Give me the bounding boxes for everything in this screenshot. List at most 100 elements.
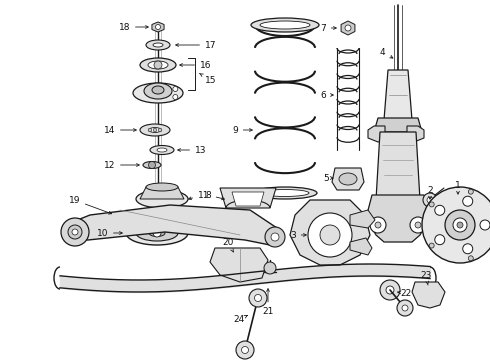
Text: 7: 7 xyxy=(320,23,336,32)
Circle shape xyxy=(415,222,421,228)
Text: 6: 6 xyxy=(320,90,333,99)
Ellipse shape xyxy=(261,189,309,197)
Circle shape xyxy=(402,305,408,311)
Circle shape xyxy=(453,218,467,232)
Text: 3: 3 xyxy=(290,230,306,239)
Ellipse shape xyxy=(146,183,178,191)
Circle shape xyxy=(271,233,279,241)
Polygon shape xyxy=(376,132,420,200)
Text: 1: 1 xyxy=(455,180,461,194)
Polygon shape xyxy=(412,282,445,308)
Circle shape xyxy=(148,128,152,132)
Polygon shape xyxy=(140,187,184,199)
Circle shape xyxy=(375,222,381,228)
Ellipse shape xyxy=(339,173,357,185)
Circle shape xyxy=(155,24,161,30)
Text: 18: 18 xyxy=(119,23,148,32)
Circle shape xyxy=(61,218,89,246)
Polygon shape xyxy=(232,192,264,206)
Circle shape xyxy=(445,210,475,240)
Ellipse shape xyxy=(260,21,310,29)
Text: 2: 2 xyxy=(427,185,433,199)
Text: 9: 9 xyxy=(232,126,252,135)
Ellipse shape xyxy=(144,83,172,99)
Text: 15: 15 xyxy=(200,73,217,85)
Polygon shape xyxy=(332,168,364,190)
Text: 24: 24 xyxy=(233,315,247,324)
Text: 19: 19 xyxy=(69,195,112,214)
Circle shape xyxy=(254,294,262,302)
Ellipse shape xyxy=(153,43,163,47)
Circle shape xyxy=(265,227,285,247)
Circle shape xyxy=(380,280,400,300)
Circle shape xyxy=(423,193,437,207)
Circle shape xyxy=(320,225,340,245)
Ellipse shape xyxy=(140,124,170,136)
Circle shape xyxy=(463,196,473,206)
Circle shape xyxy=(457,222,463,228)
Text: 10: 10 xyxy=(97,229,122,238)
Polygon shape xyxy=(290,200,370,265)
Ellipse shape xyxy=(152,86,164,94)
Circle shape xyxy=(153,229,161,237)
Circle shape xyxy=(173,86,178,91)
Text: 8: 8 xyxy=(205,190,224,200)
Polygon shape xyxy=(350,238,372,255)
Text: 17: 17 xyxy=(176,41,217,50)
Circle shape xyxy=(148,162,155,168)
Text: 4: 4 xyxy=(380,48,393,58)
Circle shape xyxy=(429,202,434,207)
Circle shape xyxy=(435,205,445,215)
Text: 23: 23 xyxy=(420,270,431,285)
Polygon shape xyxy=(65,205,280,245)
Polygon shape xyxy=(374,118,422,132)
Circle shape xyxy=(72,229,78,235)
Text: 20: 20 xyxy=(222,238,234,252)
Circle shape xyxy=(173,95,178,99)
Text: 14: 14 xyxy=(103,126,136,135)
Ellipse shape xyxy=(253,187,317,199)
Circle shape xyxy=(429,243,434,248)
Circle shape xyxy=(397,300,413,316)
Ellipse shape xyxy=(149,127,161,132)
Circle shape xyxy=(158,128,162,132)
Text: 5: 5 xyxy=(323,174,333,183)
Text: 16: 16 xyxy=(180,60,212,69)
Circle shape xyxy=(370,217,386,233)
Ellipse shape xyxy=(150,145,174,154)
Ellipse shape xyxy=(140,58,176,72)
Polygon shape xyxy=(384,70,412,120)
Ellipse shape xyxy=(133,83,183,103)
Circle shape xyxy=(468,256,473,261)
Polygon shape xyxy=(407,126,424,142)
Text: 11: 11 xyxy=(189,190,210,200)
Circle shape xyxy=(236,341,254,359)
Ellipse shape xyxy=(143,162,161,168)
Circle shape xyxy=(468,189,473,194)
Circle shape xyxy=(480,220,490,230)
Polygon shape xyxy=(152,22,164,32)
Polygon shape xyxy=(368,126,385,142)
Text: 21: 21 xyxy=(262,289,274,316)
Circle shape xyxy=(345,25,351,31)
Circle shape xyxy=(153,128,157,132)
Polygon shape xyxy=(210,248,268,282)
Circle shape xyxy=(386,286,394,294)
Circle shape xyxy=(68,225,82,239)
Circle shape xyxy=(242,346,248,354)
Circle shape xyxy=(435,235,445,245)
Circle shape xyxy=(264,262,276,274)
Circle shape xyxy=(422,187,490,263)
Ellipse shape xyxy=(126,221,188,245)
Circle shape xyxy=(427,197,433,203)
Circle shape xyxy=(463,244,473,254)
Ellipse shape xyxy=(149,230,165,237)
Circle shape xyxy=(308,213,352,257)
Circle shape xyxy=(154,61,162,69)
Polygon shape xyxy=(220,188,276,208)
Ellipse shape xyxy=(148,61,168,69)
Ellipse shape xyxy=(136,190,188,208)
Circle shape xyxy=(410,217,426,233)
Text: 12: 12 xyxy=(103,161,139,170)
Polygon shape xyxy=(350,210,375,228)
